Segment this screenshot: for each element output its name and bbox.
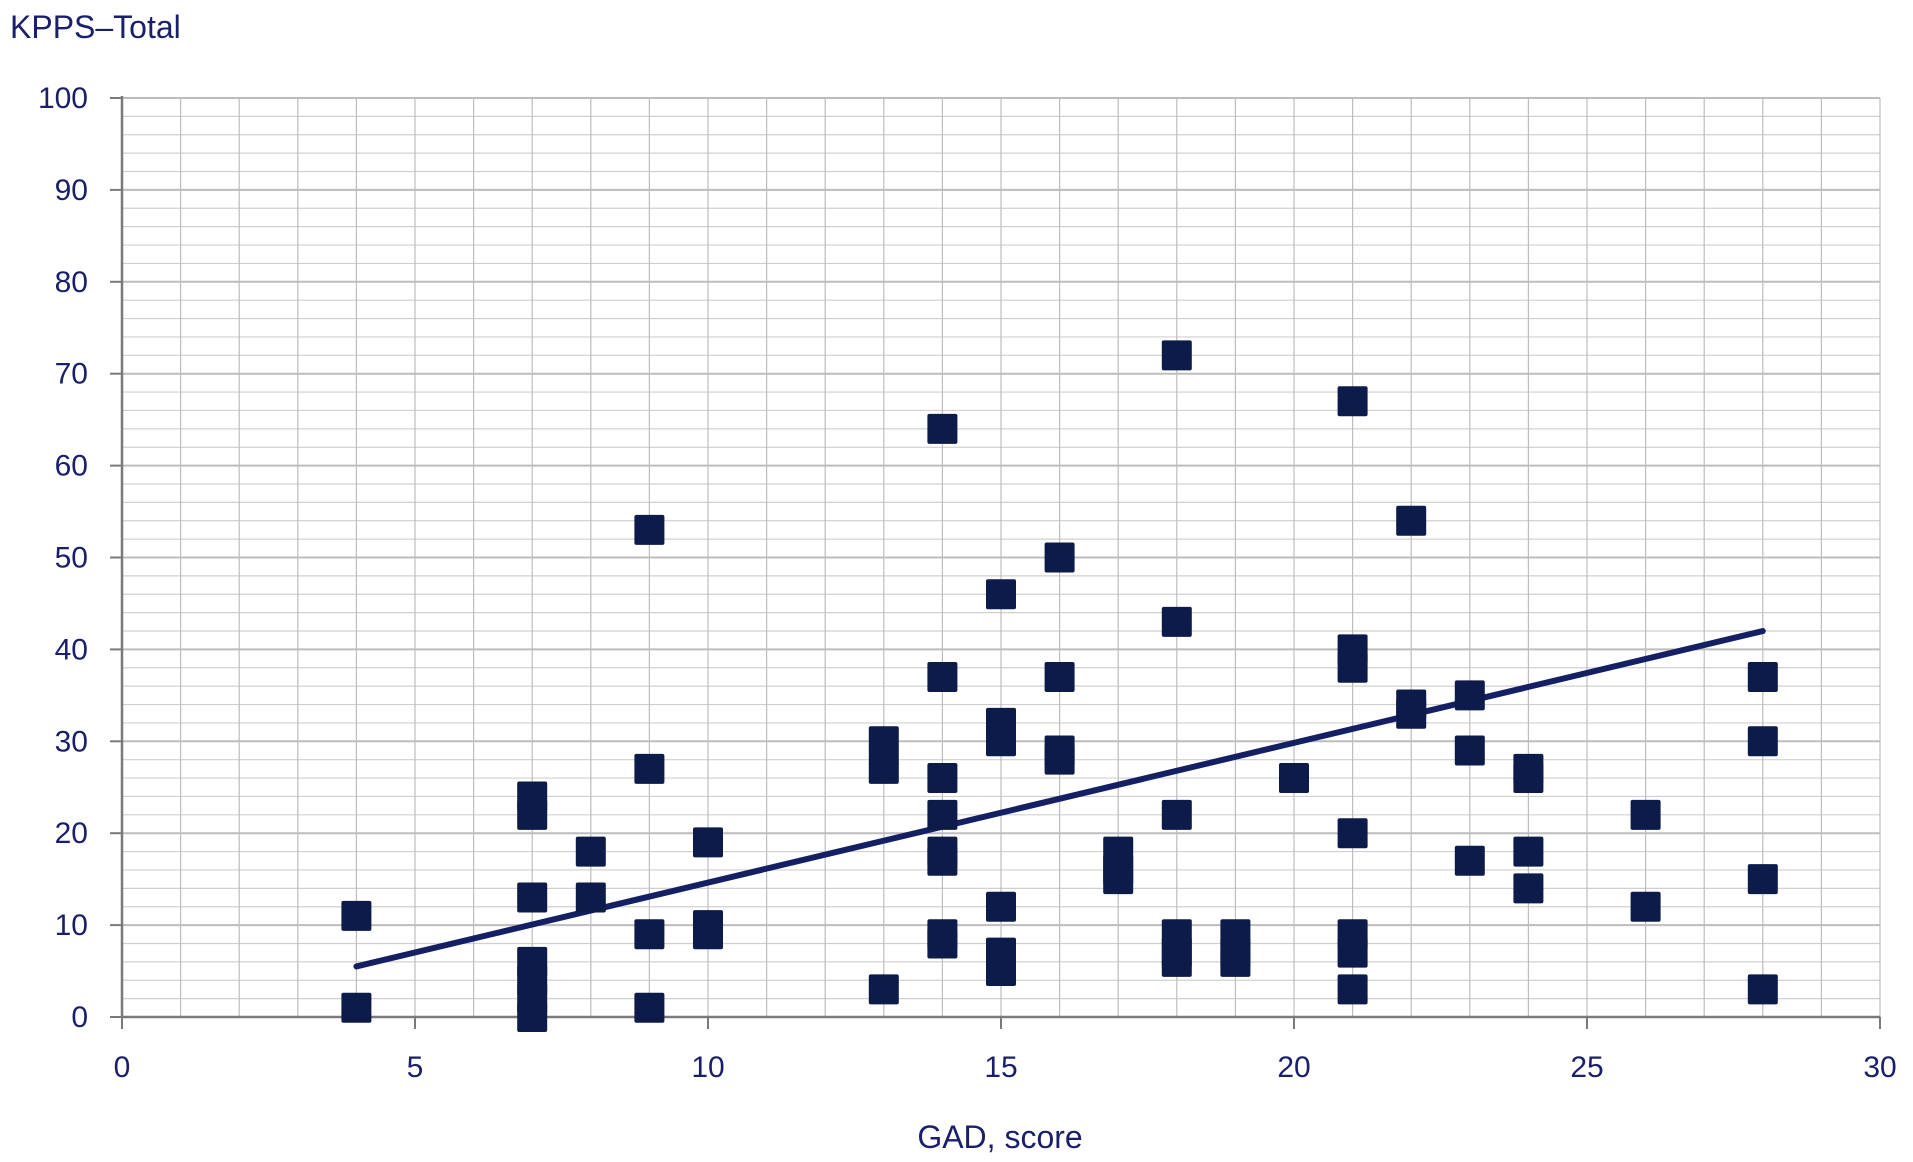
data-point xyxy=(1044,661,1075,692)
x-axis-title: GAD, score xyxy=(917,1119,1082,1155)
data-point xyxy=(927,763,958,794)
data-point xyxy=(1747,661,1778,692)
x-tick-label: 30 xyxy=(1863,1051,1896,1084)
y-tick-label: 50 xyxy=(55,542,88,575)
y-tick-label: 80 xyxy=(55,266,88,299)
data-point xyxy=(1630,891,1661,922)
data-point xyxy=(517,882,548,913)
data-point xyxy=(634,514,665,545)
x-tick-labels: 0 5 10 15 20 25 30 xyxy=(114,1017,1897,1084)
data-point xyxy=(868,753,899,784)
data-point xyxy=(1747,974,1778,1005)
y-tick-label: 20 xyxy=(55,817,88,850)
data-point xyxy=(1337,652,1368,683)
x-tick-label: 15 xyxy=(984,1051,1017,1084)
data-point xyxy=(1161,606,1192,637)
data-point xyxy=(634,919,665,950)
data-point xyxy=(986,891,1016,922)
data-point xyxy=(1279,763,1309,794)
data-point xyxy=(986,726,1016,757)
data-point xyxy=(634,992,665,1023)
data-point xyxy=(927,928,958,959)
data-point xyxy=(1337,818,1368,849)
data-point xyxy=(986,956,1016,987)
y-tick-label: 30 xyxy=(55,725,88,758)
data-point xyxy=(868,974,899,1005)
y-tick-label: 70 xyxy=(55,358,88,391)
data-point xyxy=(1220,946,1251,977)
data-point xyxy=(1454,680,1485,711)
x-tick-label: 5 xyxy=(407,1051,424,1084)
x-tick-label: 25 xyxy=(1570,1051,1603,1084)
data-point xyxy=(634,753,665,784)
data-point xyxy=(517,799,548,830)
data-point xyxy=(341,900,372,931)
y-tick-labels: 0 10 20 30 40 50 60 70 80 90 100 xyxy=(38,82,122,1034)
data-point xyxy=(341,992,372,1023)
data-points xyxy=(341,340,1778,1032)
data-point xyxy=(1747,864,1778,895)
data-point xyxy=(693,919,723,950)
data-point xyxy=(1337,974,1368,1005)
data-point xyxy=(1454,845,1485,876)
gridlines xyxy=(121,97,1881,1018)
data-point xyxy=(868,726,899,757)
data-point xyxy=(1161,340,1192,371)
data-point xyxy=(1044,542,1075,573)
y-tick-label: 10 xyxy=(55,909,88,942)
data-point xyxy=(927,661,958,692)
y-tick-label: 100 xyxy=(38,82,88,115)
x-tick-label: 0 xyxy=(114,1051,131,1084)
data-point xyxy=(1747,726,1778,757)
data-point xyxy=(693,827,723,858)
data-point xyxy=(1513,873,1544,904)
y-tick-label: 90 xyxy=(55,174,88,207)
data-point xyxy=(1513,836,1544,867)
data-point xyxy=(927,799,958,830)
data-point xyxy=(517,1002,548,1032)
data-point xyxy=(986,579,1016,610)
data-point xyxy=(1161,799,1192,830)
data-point xyxy=(1454,735,1485,766)
data-point xyxy=(927,845,958,876)
y-tick-label: 60 xyxy=(55,450,88,483)
y-tick-label: 40 xyxy=(55,633,88,666)
x-tick-label: 10 xyxy=(691,1051,724,1084)
data-point xyxy=(1044,744,1075,775)
y-axis-title: KPPS–Total xyxy=(10,9,181,45)
data-point xyxy=(1337,937,1368,968)
data-point xyxy=(1513,763,1544,794)
data-point xyxy=(1103,864,1134,895)
data-point xyxy=(1396,505,1427,536)
data-point xyxy=(575,882,606,913)
y-tick-label: 0 xyxy=(71,1001,88,1034)
data-point xyxy=(575,836,606,867)
x-tick-label: 20 xyxy=(1277,1051,1310,1084)
data-point xyxy=(1337,386,1368,417)
data-point xyxy=(1161,946,1192,977)
data-point xyxy=(1630,799,1661,830)
data-point xyxy=(927,413,958,444)
data-point xyxy=(1396,698,1427,729)
